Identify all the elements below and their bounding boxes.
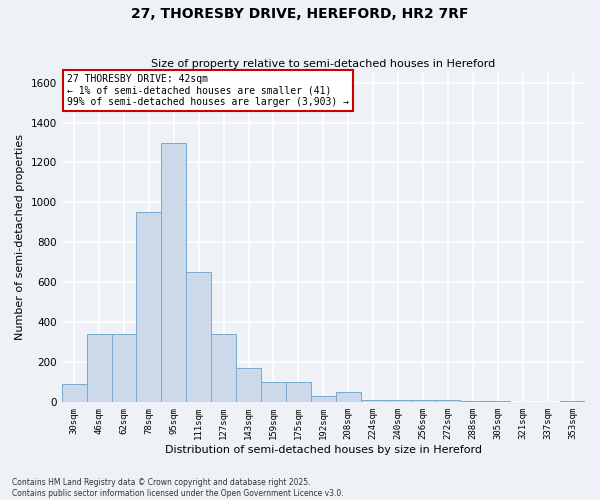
Text: 27, THORESBY DRIVE, HEREFORD, HR2 7RF: 27, THORESBY DRIVE, HEREFORD, HR2 7RF bbox=[131, 8, 469, 22]
Bar bbox=[311, 396, 336, 402]
Bar bbox=[236, 368, 261, 402]
Bar bbox=[161, 142, 186, 402]
Bar bbox=[86, 334, 112, 402]
Bar bbox=[112, 334, 136, 402]
Y-axis label: Number of semi-detached properties: Number of semi-detached properties bbox=[15, 134, 25, 340]
Bar bbox=[410, 400, 436, 402]
X-axis label: Distribution of semi-detached houses by size in Hereford: Distribution of semi-detached houses by … bbox=[165, 445, 482, 455]
Text: 27 THORESBY DRIVE: 42sqm
← 1% of semi-detached houses are smaller (41)
99% of se: 27 THORESBY DRIVE: 42sqm ← 1% of semi-de… bbox=[67, 74, 349, 108]
Bar bbox=[361, 400, 386, 402]
Bar bbox=[261, 382, 286, 402]
Bar bbox=[136, 212, 161, 402]
Title: Size of property relative to semi-detached houses in Hereford: Size of property relative to semi-detach… bbox=[151, 59, 496, 69]
Bar bbox=[436, 400, 460, 402]
Bar bbox=[62, 384, 86, 402]
Bar bbox=[186, 272, 211, 402]
Bar bbox=[336, 392, 361, 402]
Bar bbox=[386, 400, 410, 402]
Bar bbox=[211, 334, 236, 402]
Text: Contains HM Land Registry data © Crown copyright and database right 2025.
Contai: Contains HM Land Registry data © Crown c… bbox=[12, 478, 344, 498]
Bar bbox=[286, 382, 311, 402]
